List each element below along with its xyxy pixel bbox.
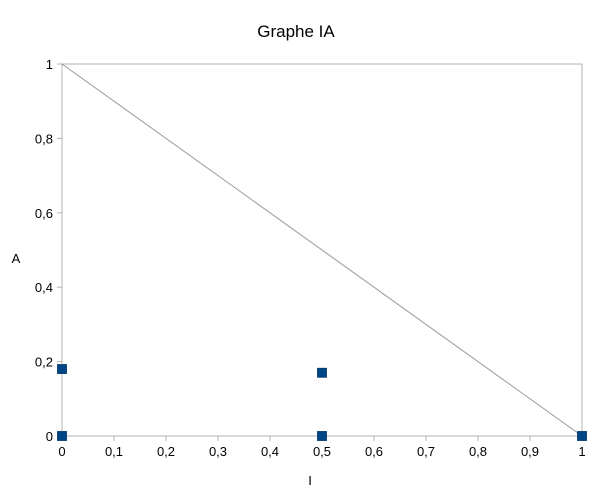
y-tick-label: 1 <box>46 57 53 72</box>
x-tick-label: 0,7 <box>417 444 435 459</box>
y-tick-label: 0,8 <box>35 131 53 146</box>
y-tick-label: 0,6 <box>35 206 53 221</box>
x-tick-label: 0,6 <box>365 444 383 459</box>
y-axis: 0 0,2 0,4 0,6 0,8 1 <box>35 57 62 444</box>
data-point <box>57 364 67 374</box>
y-tick-label: 0 <box>46 429 53 444</box>
reference-line <box>61 63 583 437</box>
y-tick-label: 0,4 <box>35 280 53 295</box>
x-tick-label: 0,4 <box>261 444 279 459</box>
x-tick-label: 0,2 <box>157 444 175 459</box>
x-tick-label: 0,1 <box>105 444 123 459</box>
data-point <box>577 431 587 441</box>
data-point <box>57 431 67 441</box>
data-points <box>57 364 587 441</box>
x-tick-label: 0,5 <box>313 444 331 459</box>
x-tick-label: 1 <box>578 444 585 459</box>
data-point <box>317 367 327 378</box>
x-tick-label: 0 <box>58 444 65 459</box>
chart-title: Graphe IA <box>257 22 335 41</box>
x-axis: 0 0,1 0,2 0,3 0,4 0,5 0,6 0,7 0,8 0,9 1 <box>58 436 586 459</box>
data-point <box>317 431 327 441</box>
x-tick-label: 0,3 <box>209 444 227 459</box>
x-tick-label: 0,9 <box>521 444 539 459</box>
x-axis-title: I <box>308 473 312 488</box>
x-tick-label: 0,8 <box>469 444 487 459</box>
y-tick-label: 0,2 <box>35 355 53 370</box>
y-axis-title: A <box>12 251 21 266</box>
